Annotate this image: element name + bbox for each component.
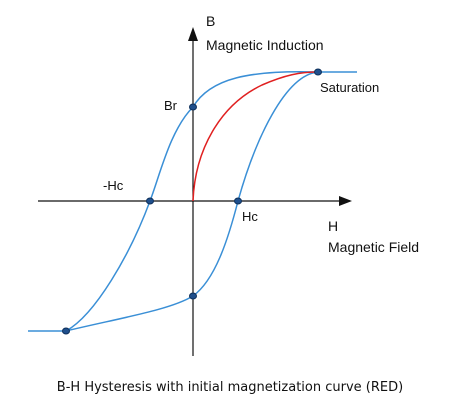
- positive-coercivity-point: [234, 197, 242, 205]
- h-axis-label: Magnetic Field: [328, 239, 419, 255]
- h-axis-arrowhead: [339, 196, 352, 206]
- saturation-label: Saturation: [320, 80, 379, 95]
- remanence-point: [189, 103, 197, 111]
- b-axis-label: Magnetic Induction: [206, 37, 324, 53]
- loop-left-branch: [28, 70, 319, 332]
- b-axis-arrowhead: [188, 27, 198, 41]
- loop-right-branch: [65, 71, 357, 332]
- remanence-label: Br: [164, 98, 178, 113]
- figure-caption: B-H Hysteresis with initial magnetizatio…: [56, 380, 404, 395]
- negative-saturation-point: [62, 327, 70, 335]
- b-axis-symbol: B: [206, 13, 215, 29]
- positive-coercivity-label: Hc: [242, 209, 258, 224]
- saturation-point: [314, 68, 322, 76]
- h-axis-symbol: H: [328, 218, 338, 234]
- negative-coercivity-label: -Hc: [103, 178, 124, 193]
- negative-coercivity-point: [146, 197, 154, 205]
- initial-magnetization-curve: [192, 71, 319, 202]
- negative-remanence-point: [189, 292, 197, 300]
